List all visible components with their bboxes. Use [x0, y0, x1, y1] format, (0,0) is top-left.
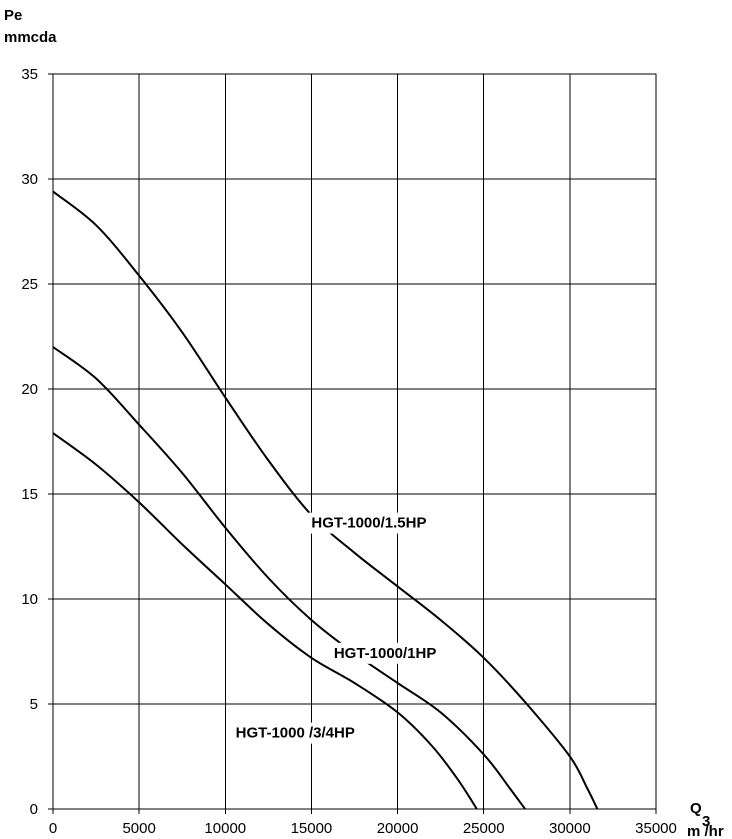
- curve-label: HGT-1000/1HP: [334, 645, 437, 662]
- x-axis-title-q: Q: [690, 800, 702, 817]
- curve-label: HGT-1000/1.5HP: [311, 515, 426, 532]
- y-axis-title-line1: Pe: [4, 7, 22, 24]
- y-tick-label: 35: [21, 66, 38, 83]
- tick-labels: 0 5000 10000 15000 20000 25000 30000 35000 0 5 10 1…: [21, 66, 677, 837]
- x-tick-label: 0: [49, 820, 57, 837]
- y-tick-label: 10: [21, 591, 38, 608]
- y-tick-label: 0: [30, 801, 38, 818]
- y-tick-label: 25: [21, 276, 38, 293]
- y-tick-label: 5: [30, 696, 38, 713]
- curve-label-background: [232, 722, 358, 744]
- curve-labels: HGT-1000/1.5HP HGT-1000/1HP HGT-1000 /3/4H…: [232, 512, 440, 744]
- x-tick-label: 20000: [377, 820, 419, 837]
- curve-label: HGT-1000 /3/4HP: [236, 725, 355, 742]
- series-line: [52, 346, 526, 810]
- grid-lines: [48, 73, 657, 814]
- y-tick-label: 20: [21, 381, 38, 398]
- x-tick-label: 5000: [122, 820, 155, 837]
- y-tick-label: 15: [21, 486, 38, 503]
- x-tick-label: 35000: [635, 820, 677, 837]
- x-tick-label: 25000: [463, 820, 505, 837]
- series-line: [52, 432, 478, 810]
- x-axis-title-superscript: 3: [702, 813, 710, 830]
- plot-frame: [52, 73, 657, 810]
- x-tick-label: 15000: [291, 820, 333, 837]
- x-tick-label: 10000: [204, 820, 246, 837]
- curve-label-background: [330, 642, 440, 664]
- x-axis-title-unit: m /hr: [687, 823, 724, 839]
- curves: [52, 190, 599, 810]
- y-tick-label: 30: [21, 171, 38, 188]
- y-axis-title-line2: mmcda: [4, 29, 57, 46]
- x-tick-label: 30000: [549, 820, 591, 837]
- curve-label-background: [308, 512, 430, 534]
- series-line: [52, 190, 599, 810]
